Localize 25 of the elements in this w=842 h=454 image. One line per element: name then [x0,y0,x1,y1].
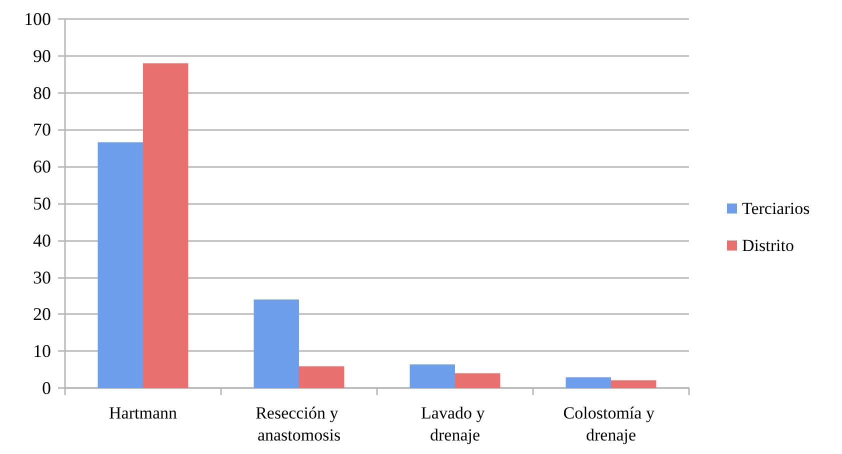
bar [455,373,500,388]
y-tick-label: 50 [33,194,51,214]
y-tick-label: 60 [33,156,51,177]
y-tick-label: 0 [42,378,51,398]
legend-label: Terciarios [742,199,810,218]
bar [410,364,455,388]
x-tick-label: Resección y anastomosis [256,404,342,444]
y-tick-label: 100 [24,9,51,29]
bar [98,142,143,388]
x-tick-label: Hartmann [109,404,178,422]
x-tick-label: Colostomía y drenaje [563,404,659,444]
y-tick-label: 40 [33,230,51,250]
y-tick-label: 90 [33,46,51,66]
y-tick-label: 20 [33,304,51,324]
bar [254,299,299,388]
bar [143,63,188,388]
bar [299,366,344,388]
y-tick-label: 80 [33,82,51,103]
y-tick-label: 10 [33,341,51,362]
x-tick-label: Lavado y drenaje [421,404,489,444]
y-tick-label: 30 [33,267,51,288]
bar [611,380,656,388]
legend-label: Distrito [742,236,794,255]
y-tick-label: 70 [33,120,51,140]
bar [566,377,611,388]
